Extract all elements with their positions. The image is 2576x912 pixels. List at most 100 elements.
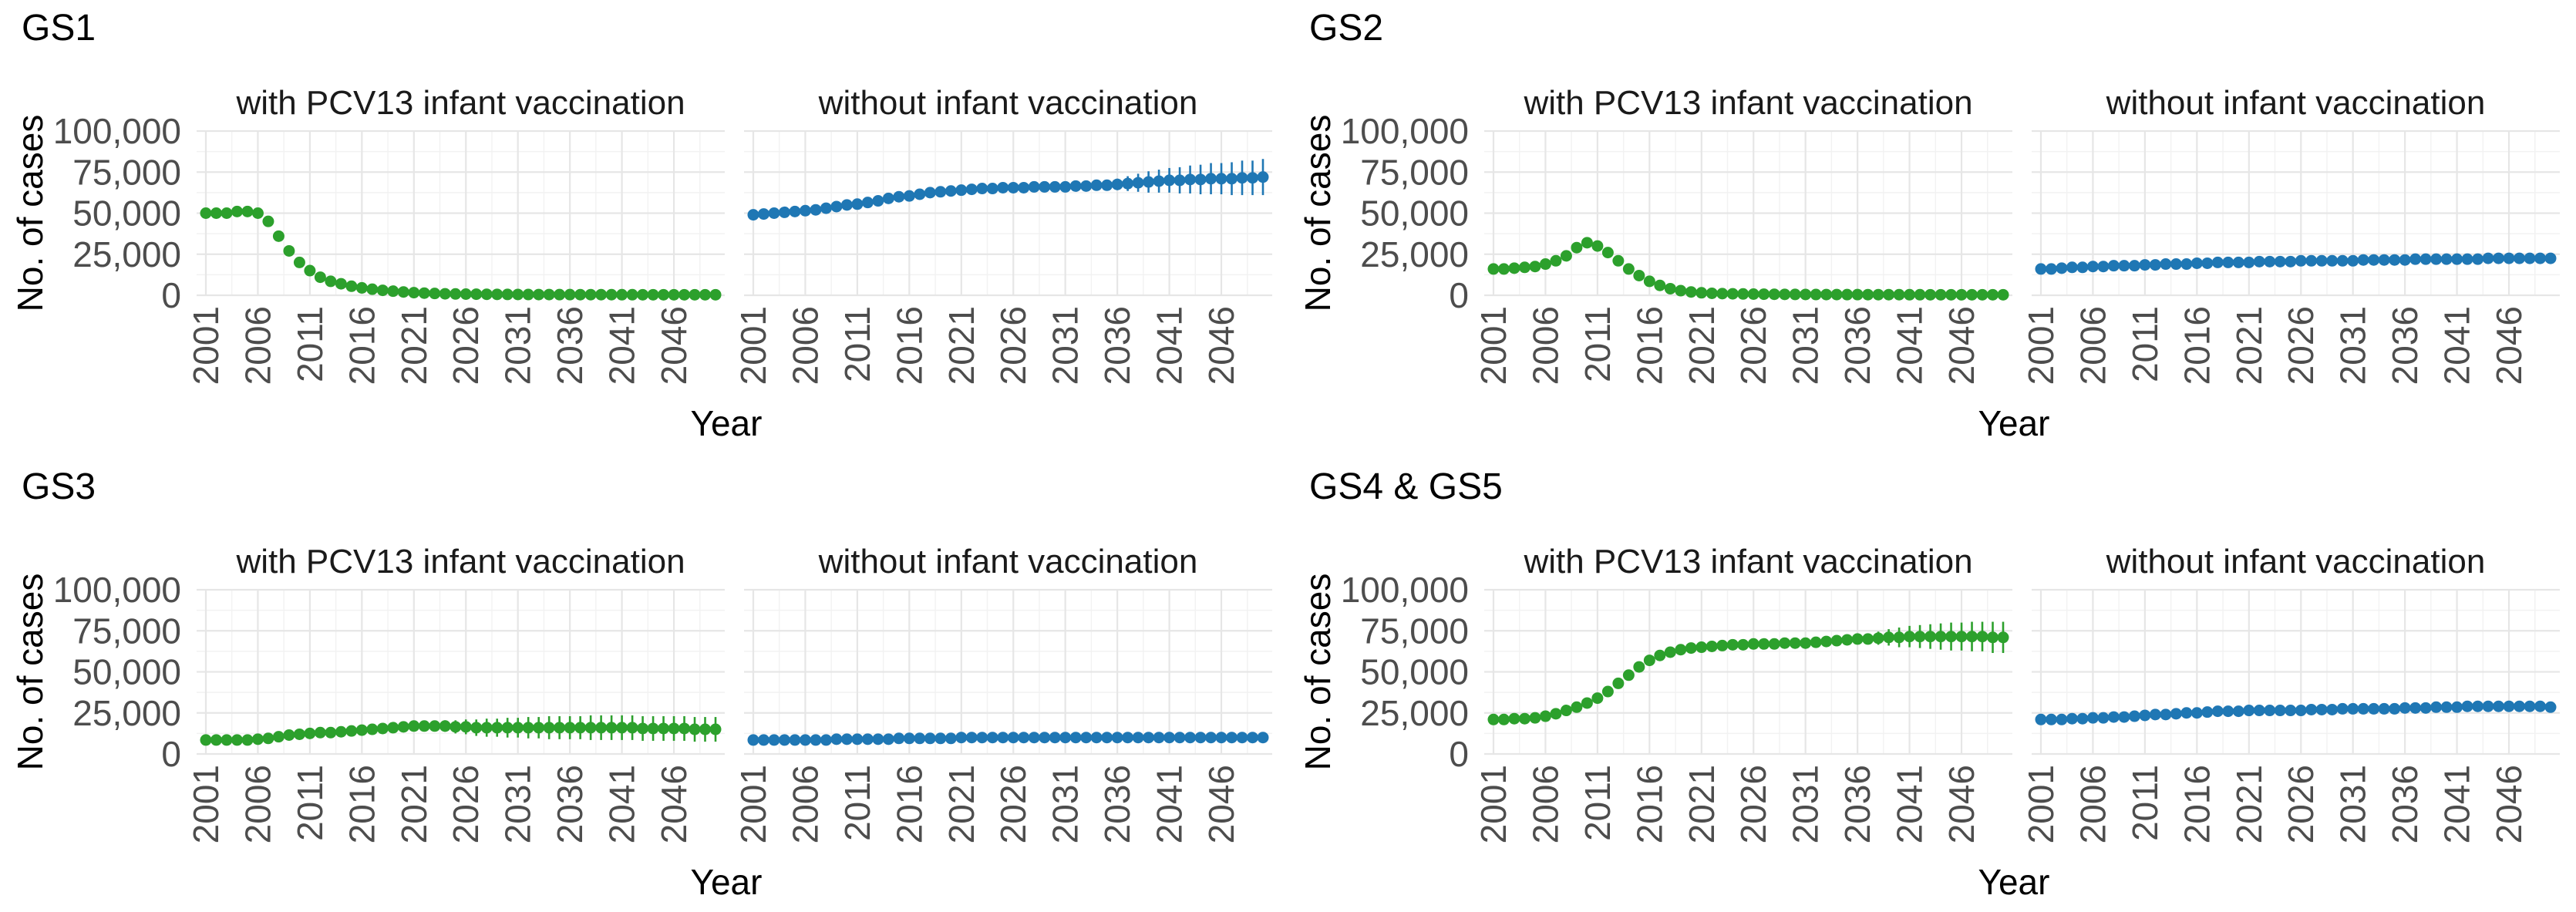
data-point (366, 283, 379, 295)
data-point (1768, 638, 1780, 650)
data-point (1518, 712, 1530, 725)
data-point (1945, 631, 1958, 643)
x-tick-label: 2001 (733, 765, 773, 843)
data-point (2066, 712, 2078, 725)
data-point (2285, 255, 2297, 268)
x-tick-label: 2006 (2073, 306, 2113, 385)
data-point (283, 729, 295, 742)
data-point (1716, 639, 1729, 651)
data-point (1487, 713, 1500, 725)
data-point (283, 244, 295, 257)
panel-0: with PCV13 infant vaccination 2001 2006 201… (186, 543, 725, 843)
x-tick-label: 2041 (602, 306, 642, 385)
data-point (2315, 254, 2328, 267)
data-point (1601, 685, 1614, 698)
data-point (387, 285, 399, 298)
data-point (1539, 710, 1551, 722)
data-point (976, 183, 988, 195)
data-point (221, 734, 233, 746)
x-tick-label: 2046 (1201, 306, 1241, 385)
x-tick-label: 2021 (394, 765, 434, 843)
data-point (1215, 732, 1227, 744)
x-tick-label: 2036 (1097, 306, 1137, 385)
y-tick-label: 50,000 (72, 652, 181, 692)
data-point (955, 732, 968, 744)
data-point (512, 722, 524, 734)
data-point (1122, 177, 1134, 190)
data-point (1257, 732, 1269, 744)
data-point (2378, 702, 2390, 715)
data-point (522, 288, 534, 301)
x-tick-label: 2026 (2281, 765, 2321, 843)
data-point (2514, 700, 2526, 712)
data-point (757, 208, 769, 220)
data-point (637, 722, 649, 735)
data-point (1872, 288, 1884, 301)
y-tick-label: 25,000 (72, 693, 181, 733)
data-point (2045, 263, 2057, 275)
panel-1: without infant vaccination 2001 2006 2011 20… (2021, 84, 2560, 385)
data-point (699, 723, 712, 735)
data-point (1007, 181, 1019, 194)
data-point (1779, 288, 1791, 301)
data-point (1591, 692, 1604, 705)
x-tick-label: 2016 (342, 306, 382, 385)
data-point (2399, 702, 2411, 714)
x-tick-label: 2021 (941, 765, 982, 843)
data-point (820, 734, 832, 746)
data-point (1904, 288, 1916, 301)
data-point (840, 733, 853, 745)
data-point (1059, 732, 1072, 744)
panel-1: without infant vaccination 2001 2006 2011 20… (2021, 543, 2560, 843)
data-point (893, 732, 905, 745)
data-point (554, 722, 566, 734)
data-point (1550, 254, 1562, 267)
data-point (2336, 254, 2349, 267)
data-point (1236, 172, 1248, 184)
data-point (2066, 261, 2078, 274)
data-point (574, 722, 587, 734)
data-point (1914, 631, 1926, 643)
x-tick-label: 2026 (446, 765, 486, 843)
x-tick-label: 2031 (1046, 306, 1086, 385)
data-point (768, 207, 780, 219)
data-point (2253, 705, 2265, 717)
data-point (418, 287, 430, 299)
data-point (450, 721, 462, 733)
data-point (2211, 256, 2224, 268)
data-point (512, 288, 524, 301)
data-point (945, 185, 957, 197)
data-point (2472, 253, 2484, 265)
data-point (799, 204, 811, 217)
data-point (668, 722, 680, 735)
data-point (2222, 256, 2234, 268)
data-point (778, 206, 790, 218)
data-point (1955, 288, 1968, 301)
data-point (418, 720, 430, 732)
data-point (1841, 634, 1854, 646)
data-point (1560, 250, 1572, 262)
data-point (689, 723, 701, 735)
data-point (293, 728, 305, 740)
data-point (2399, 254, 2411, 266)
data-point (200, 207, 212, 219)
data-point (439, 720, 451, 732)
data-point (533, 288, 545, 301)
data-point (2357, 254, 2369, 266)
data-point (976, 732, 988, 744)
data-point (1226, 173, 1238, 185)
facet-label: without infant vaccination (818, 543, 1198, 581)
data-point (429, 720, 441, 732)
x-tick-label: 2041 (602, 765, 642, 843)
data-point (1560, 705, 1572, 717)
data-point (1695, 287, 1708, 299)
data-point (304, 264, 316, 277)
data-point (986, 183, 998, 195)
x-tick-label: 2016 (1629, 306, 1669, 385)
data-point (882, 192, 894, 204)
y-tick-label: 75,000 (1360, 611, 1469, 651)
data-point (2493, 252, 2505, 264)
data-point (1716, 288, 1729, 300)
x-tick-label: 2001 (1473, 306, 1514, 385)
